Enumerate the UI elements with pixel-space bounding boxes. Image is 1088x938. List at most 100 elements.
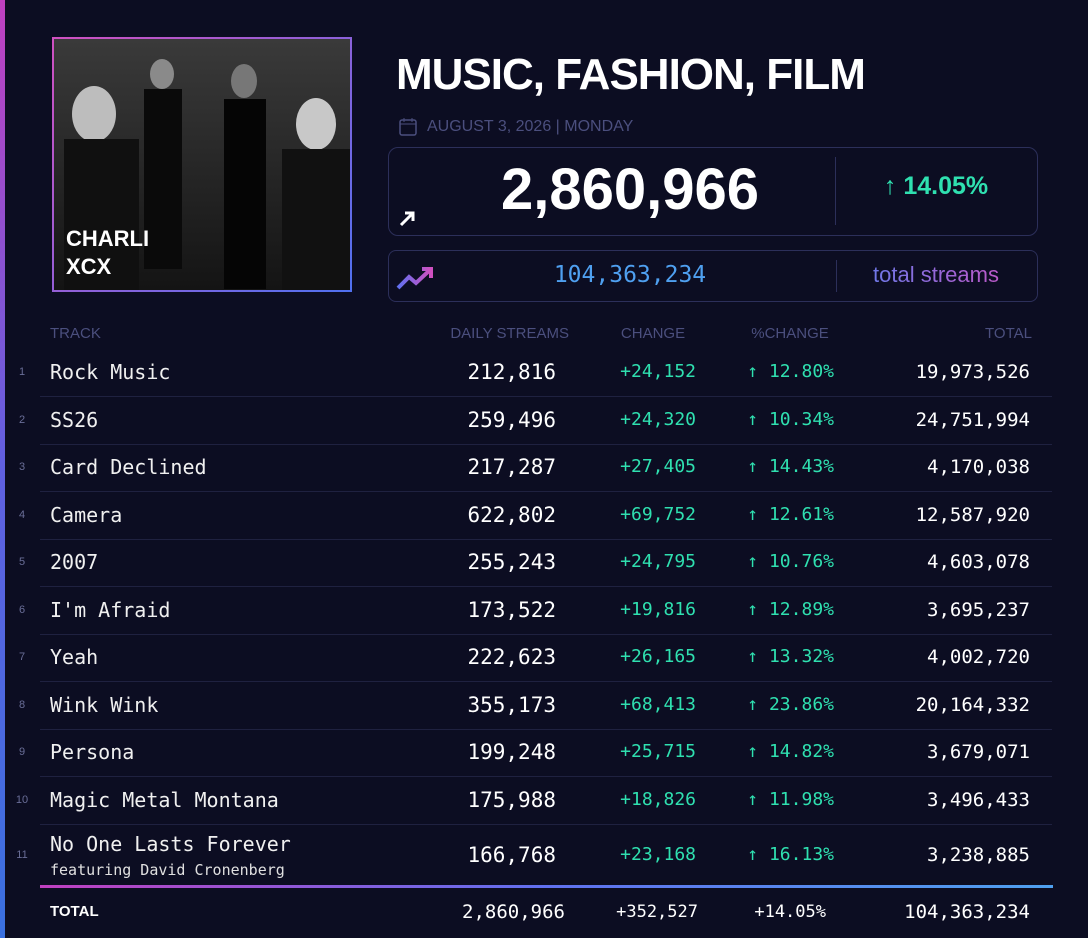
total: 3,695,237 [927, 598, 1030, 621]
footer-total: 104,363,234 [904, 901, 1030, 923]
divider [835, 157, 836, 225]
track-featuring: featuring David Cronenberg [50, 861, 285, 879]
daily-streams: 355,173 [467, 692, 556, 717]
percent-change: ↑ 16.13% [747, 844, 834, 865]
column-header: TOTAL [985, 325, 1032, 342]
rank: 9 [18, 746, 26, 758]
change: +68,413 [620, 693, 696, 715]
rank: 3 [18, 461, 26, 473]
date: AUGUST 3, 2026 | MONDAY [427, 118, 634, 135]
row-separator [40, 681, 1052, 682]
title: MUSIC, FASHION, FILM [396, 50, 866, 99]
artwork-label: CHARLI XCX [66, 225, 149, 281]
footer-change: +352,527 [616, 902, 698, 922]
change: +26,165 [620, 646, 696, 667]
row-separator [40, 728, 1052, 730]
change: +24,152 [620, 361, 696, 382]
track-name: Rock Music [50, 360, 171, 384]
column-header: CHANGE [620, 325, 686, 342]
rank: 6 [18, 603, 26, 616]
daily-streams: 173,522 [467, 597, 556, 622]
change: +24,320 [620, 408, 696, 430]
album-artwork: CHARLI XCX [52, 37, 352, 292]
daily-streams: 212,816 [467, 360, 556, 384]
total: 4,170,038 [927, 456, 1030, 478]
artwork-figures [64, 59, 350, 290]
footer-daily: 2,860,966 [462, 901, 565, 923]
total: 4,603,078 [927, 551, 1030, 573]
divider [836, 260, 837, 292]
daily-total: 2,860,966 [500, 157, 760, 222]
rank: 11 [16, 849, 28, 861]
daily-streams: 217,287 [467, 455, 556, 479]
artwork-label-line: XCX [66, 254, 112, 279]
percent-change: ↑ 23.86% [747, 693, 834, 715]
trend-icon [396, 267, 433, 290]
arrow-icon [399, 211, 415, 227]
total-box [388, 250, 1038, 302]
percent-change: ↑ 10.34% [747, 408, 834, 430]
track-name: Magic Metal Montana [50, 787, 279, 812]
percent-change: ↑ 10.76% [747, 551, 834, 572]
track-name: No One Lasts Forever [50, 832, 291, 856]
row-separator [40, 396, 1052, 397]
change: +27,405 [620, 456, 696, 477]
rank: 2 [18, 413, 26, 426]
footer-label: TOTAL [50, 903, 99, 920]
total: 24,751,994 [915, 408, 1030, 431]
total: 3,496,433 [927, 788, 1030, 811]
total-streams: 104,363,234 [553, 262, 707, 288]
row-separator [40, 443, 1052, 445]
percent-change: ↑ 12.89% [747, 598, 834, 620]
daily-streams: 199,248 [467, 740, 556, 764]
total: 3,238,885 [927, 844, 1030, 866]
change: +69,752 [620, 503, 696, 525]
rank: 4 [18, 508, 26, 521]
rank: 8 [18, 698, 26, 711]
row-separator [40, 491, 1052, 492]
change: +18,826 [620, 788, 696, 810]
daily-streams: 255,243 [467, 550, 556, 574]
row-separator [40, 586, 1052, 587]
percent-change: ↑ 12.61% [747, 503, 834, 525]
row-separator [40, 633, 1052, 635]
artwork-label-line: CHARLI [66, 226, 150, 251]
track-name: I'm Afraid [50, 597, 171, 622]
total: 12,587,920 [915, 503, 1030, 526]
percent-change: ↑ 13.32% [747, 646, 834, 667]
percent-change: ↑ 12.80% [747, 361, 834, 382]
rank: 1 [18, 366, 26, 378]
track-name: 2007 [50, 550, 99, 574]
track-name: SS26 [50, 407, 99, 432]
total-label: total streams [837, 260, 1035, 290]
column-header: DAILY STREAMS [450, 325, 569, 342]
daily-streams: 259,496 [467, 407, 556, 432]
calendar-icon [399, 118, 417, 136]
rank: 5 [18, 556, 26, 568]
track-name: Yeah [50, 645, 99, 669]
column-header: %CHANGE [751, 325, 829, 342]
footer-pct: +14.05% [754, 902, 826, 922]
change: +24,795 [620, 551, 696, 572]
row-separator [40, 776, 1052, 777]
change: +19,816 [620, 598, 696, 620]
daily-change: ↑ 14.05% [883, 172, 989, 200]
total: 3,679,071 [927, 741, 1030, 763]
track-name: Persona [50, 740, 135, 764]
track-name: Card Declined [50, 455, 207, 479]
total: 20,164,332 [915, 693, 1030, 716]
track-name: Camera [50, 502, 123, 527]
daily-box [388, 147, 1038, 236]
total: 4,002,720 [927, 646, 1030, 668]
edge-accent [0, 0, 5, 938]
daily-streams: 222,623 [467, 645, 556, 669]
daily-streams: 622,802 [467, 502, 556, 527]
row-separator [40, 823, 1052, 825]
percent-change: ↑ 14.82% [747, 741, 834, 762]
track-name: Wink Wink [50, 692, 159, 717]
percent-change: ↑ 14.43% [747, 456, 834, 477]
column-header: TRACK [50, 325, 101, 342]
percent-change: ↑ 11.98% [747, 788, 834, 810]
change: +25,715 [620, 741, 696, 762]
daily-streams: 175,988 [467, 787, 556, 812]
